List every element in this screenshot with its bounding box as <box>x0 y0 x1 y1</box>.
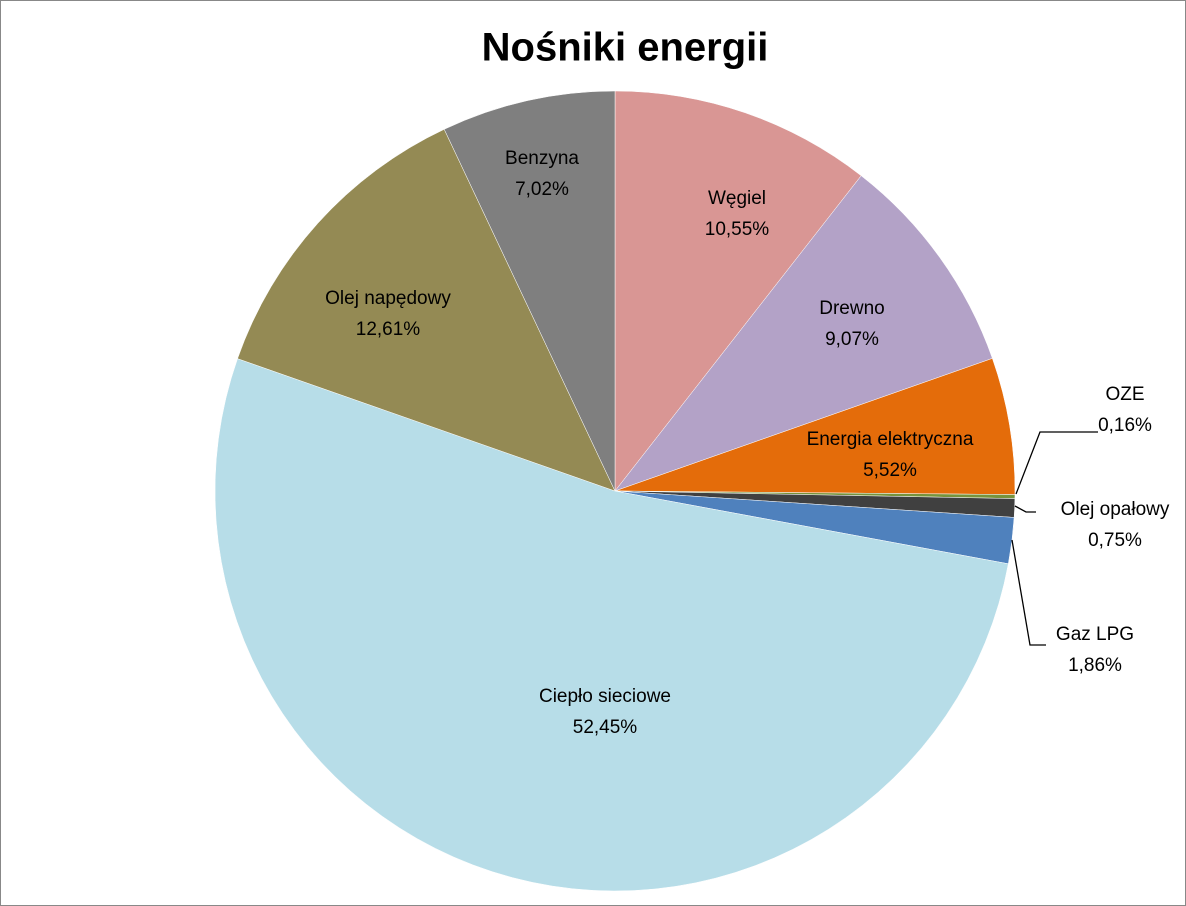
value-label: 10,55% <box>705 219 770 240</box>
pie-slice <box>614 358 1016 495</box>
category-label: OZE <box>1105 384 1144 405</box>
pie-slice <box>443 90 616 492</box>
category-label: Ciepło sieciowe <box>539 686 671 707</box>
pie <box>214 90 1016 892</box>
pie-slice <box>614 90 862 492</box>
leader-line <box>1015 431 1098 495</box>
value-label: 52,45% <box>573 717 638 738</box>
category-label: Olej opałowy <box>1061 499 1170 520</box>
pie-slice <box>237 128 616 492</box>
leader-line <box>1014 505 1036 513</box>
value-label: 7,02% <box>515 179 569 200</box>
category-label: Gaz LPG <box>1056 624 1134 645</box>
value-label: 9,07% <box>825 329 879 350</box>
category-label: Węgiel <box>708 188 766 209</box>
chart-title: Nośniki energii <box>482 26 769 70</box>
value-label: 5,52% <box>863 460 917 481</box>
value-label: 0,16% <box>1098 415 1152 436</box>
category-label: Drewno <box>819 298 884 319</box>
value-label: 0,75% <box>1088 530 1142 551</box>
category-label: Energia elektryczna <box>807 429 974 450</box>
value-label: 1,86% <box>1068 655 1122 676</box>
data-labels: Węgiel 10,55% Drewno 9,07% Energia elektrycz… <box>325 148 1170 738</box>
value-label: 12,61% <box>356 319 421 340</box>
category-label: Benzyna <box>505 148 579 169</box>
category-label: Olej napędowy <box>325 288 451 309</box>
pie-slice <box>614 175 993 492</box>
pie-slice <box>214 358 1009 892</box>
leader-line <box>1011 539 1046 646</box>
